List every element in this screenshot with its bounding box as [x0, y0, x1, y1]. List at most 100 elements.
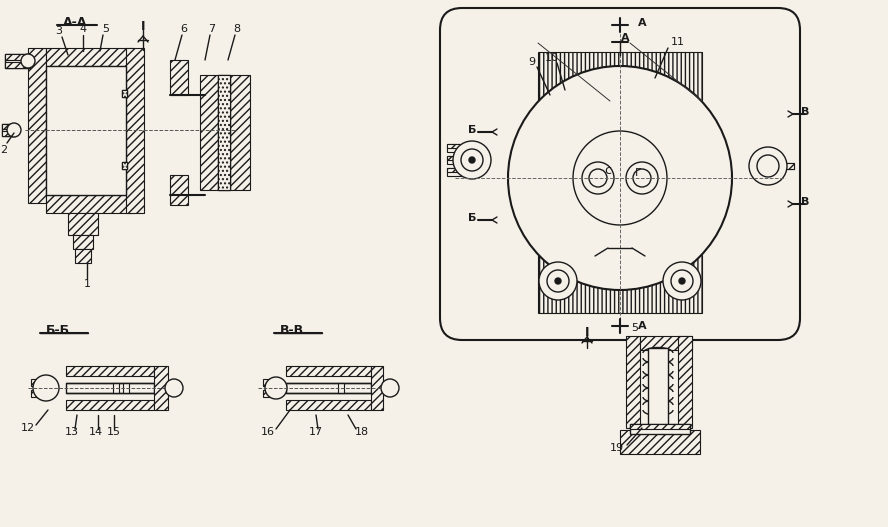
Circle shape [33, 375, 59, 401]
Text: В: В [801, 197, 809, 207]
Bar [122, 90, 127, 97]
Text: 5: 5 [631, 323, 638, 333]
Bar [5, 62, 30, 68]
Bar [28, 48, 46, 203]
Bar [782, 163, 794, 169]
Bar [5, 54, 30, 68]
Bar [447, 144, 461, 152]
Circle shape [663, 262, 701, 300]
Bar [782, 163, 794, 169]
Bar [2, 131, 14, 136]
Bar [286, 366, 371, 376]
Bar [371, 366, 383, 410]
Circle shape [573, 131, 667, 225]
Text: I: I [141, 21, 146, 34]
Bar [73, 235, 93, 249]
Bar [154, 366, 168, 410]
Text: 17: 17 [309, 427, 323, 437]
Circle shape [508, 66, 732, 290]
Bar [447, 156, 461, 164]
Text: Б-Б: Б-Б [46, 324, 70, 337]
Text: 8: 8 [234, 24, 241, 34]
Bar [286, 400, 371, 410]
Bar [31, 379, 49, 386]
Bar [630, 424, 690, 429]
Bar [126, 48, 144, 213]
Bar [640, 336, 692, 350]
Bar [122, 90, 127, 97]
Bar [46, 66, 126, 195]
Text: 14: 14 [89, 427, 103, 437]
Bar [66, 383, 154, 393]
Text: Б: Б [468, 213, 476, 223]
Text: 10: 10 [545, 53, 559, 63]
Text: А: А [638, 18, 646, 28]
Circle shape [7, 123, 21, 137]
Text: 12: 12 [21, 423, 35, 433]
Text: 15: 15 [107, 427, 121, 437]
Text: 4: 4 [79, 24, 86, 34]
Circle shape [453, 141, 491, 179]
Circle shape [539, 262, 577, 300]
Circle shape [381, 379, 399, 397]
Circle shape [749, 147, 787, 185]
Bar [46, 195, 134, 213]
Text: 2: 2 [0, 145, 8, 155]
Text: 7: 7 [209, 24, 216, 34]
Bar [338, 383, 344, 393]
Bar [263, 390, 281, 397]
Bar [75, 249, 91, 263]
Bar [2, 124, 14, 136]
Circle shape [679, 278, 685, 284]
Text: 13: 13 [65, 427, 79, 437]
Bar [218, 75, 230, 190]
Bar [68, 213, 98, 235]
Bar [5, 54, 30, 60]
Text: В-В: В-В [280, 324, 304, 337]
Text: Γ: Γ [635, 168, 641, 178]
Bar [263, 379, 281, 386]
Bar [123, 383, 129, 393]
Text: А: А [621, 33, 630, 43]
Text: c: c [605, 163, 612, 177]
Text: А: А [638, 321, 646, 331]
Text: 19: 19 [610, 443, 624, 453]
Bar [447, 144, 461, 148]
Bar [648, 348, 668, 428]
Bar [218, 75, 230, 190]
Text: В: В [801, 107, 809, 117]
Circle shape [582, 162, 614, 194]
Text: 3: 3 [56, 26, 62, 36]
Text: 5: 5 [102, 24, 109, 34]
Text: 16: 16 [261, 427, 275, 437]
Bar [46, 48, 134, 66]
Text: 9: 9 [528, 57, 535, 67]
Bar [122, 162, 127, 169]
Bar [170, 175, 188, 205]
Circle shape [165, 379, 183, 397]
Bar [113, 383, 119, 393]
Bar [200, 75, 218, 190]
Bar [230, 75, 250, 190]
Text: 6: 6 [180, 24, 187, 34]
Bar [447, 156, 461, 160]
Circle shape [555, 278, 561, 284]
Circle shape [626, 162, 658, 194]
Bar [538, 255, 702, 313]
Bar [626, 336, 640, 428]
Bar [170, 60, 188, 95]
FancyBboxPatch shape [440, 8, 800, 340]
Circle shape [21, 54, 35, 68]
Bar [66, 400, 154, 410]
Text: 1: 1 [83, 279, 91, 289]
Bar [66, 366, 154, 376]
Bar [447, 168, 461, 176]
Text: 11: 11 [671, 37, 685, 47]
Bar [2, 124, 14, 129]
Circle shape [265, 377, 287, 399]
Bar [447, 168, 461, 172]
Bar [538, 52, 702, 100]
Bar [286, 383, 371, 393]
Text: I: I [585, 326, 590, 338]
Bar [678, 336, 692, 428]
